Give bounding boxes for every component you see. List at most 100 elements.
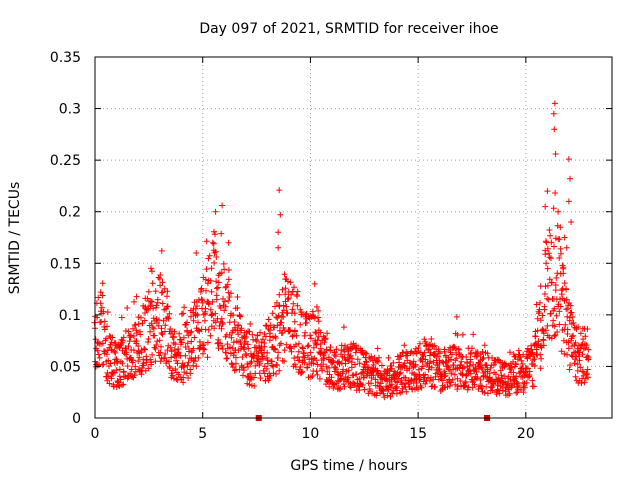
data-point — [347, 345, 353, 352]
data-point — [546, 254, 553, 261]
data-point — [408, 376, 415, 383]
data-point — [181, 304, 188, 311]
data-point — [275, 349, 282, 356]
data-point — [150, 315, 157, 322]
data-point — [233, 360, 239, 367]
data-point — [537, 317, 544, 324]
data-point — [248, 358, 255, 365]
data-point — [192, 305, 199, 312]
data-point — [439, 377, 446, 384]
data-point — [238, 327, 245, 334]
data-point — [201, 346, 208, 353]
data-point — [275, 244, 282, 251]
data-point — [149, 299, 155, 305]
data-point — [319, 367, 326, 374]
data-point — [219, 321, 226, 328]
data-point — [572, 373, 579, 380]
data-point — [543, 327, 549, 334]
data-point — [171, 328, 178, 335]
data-point — [558, 287, 565, 294]
data-point — [195, 354, 202, 361]
y-axis-label: SRMTID / TECUs — [7, 182, 23, 295]
data-point — [492, 371, 499, 378]
data-point — [275, 312, 282, 319]
data-point — [251, 383, 258, 389]
data-point — [247, 321, 254, 327]
data-point — [577, 364, 584, 371]
data-point — [149, 268, 155, 275]
data-point — [150, 325, 157, 332]
data-point — [221, 307, 228, 314]
data-point — [291, 327, 298, 334]
data-point — [128, 332, 134, 339]
data-point — [584, 366, 591, 373]
data-point — [257, 329, 264, 336]
data-point — [158, 247, 165, 254]
data-point — [133, 330, 140, 336]
data-point — [418, 384, 425, 391]
data-point — [142, 346, 148, 353]
data-point — [578, 342, 585, 349]
data-point — [203, 287, 209, 294]
data-point — [467, 358, 474, 365]
data-point — [551, 126, 558, 133]
data-point — [213, 254, 220, 260]
data-point — [297, 321, 304, 328]
data-point — [401, 360, 408, 367]
data-point — [130, 333, 137, 339]
data-point — [137, 328, 143, 335]
data-point — [340, 324, 347, 331]
data-point — [157, 272, 164, 278]
data-point — [417, 376, 424, 383]
data-point — [198, 296, 205, 303]
data-point — [317, 329, 324, 336]
data-point — [423, 340, 430, 347]
chart-title: Day 097 of 2021, SRMTID for receiver iho… — [199, 21, 498, 37]
data-point — [247, 360, 254, 367]
data-point — [255, 350, 262, 357]
data-point — [203, 238, 210, 245]
data-point — [228, 334, 235, 341]
data-point — [188, 338, 195, 345]
data-point — [207, 277, 214, 284]
data-point — [125, 328, 132, 335]
data-point — [454, 332, 461, 339]
data-point — [157, 358, 164, 365]
data-point — [120, 381, 127, 388]
data-point — [347, 384, 354, 391]
data-point — [564, 305, 571, 312]
data-point — [333, 380, 340, 387]
data-point — [213, 278, 220, 285]
data-point — [283, 341, 290, 348]
data-point — [352, 361, 358, 368]
data-point — [143, 353, 150, 360]
data-point — [446, 382, 453, 389]
data-point — [280, 307, 287, 314]
data-point — [478, 364, 485, 371]
data-point — [304, 343, 311, 350]
data-point — [427, 377, 433, 384]
data-point — [94, 362, 101, 369]
data-point — [125, 343, 132, 350]
data-point — [152, 345, 159, 352]
data-point — [451, 343, 458, 350]
data-point — [270, 324, 277, 331]
data-point — [200, 311, 207, 318]
data-point — [107, 360, 114, 367]
data-point — [422, 356, 429, 363]
data-point — [307, 349, 314, 356]
data-point — [277, 340, 284, 347]
data-point — [194, 303, 200, 309]
data-point — [526, 368, 533, 375]
data-points — [91, 100, 592, 401]
data-point — [94, 347, 101, 354]
data-point — [126, 338, 133, 345]
data-point — [211, 325, 218, 332]
data-point — [551, 333, 558, 339]
data-point — [166, 310, 173, 317]
data-point — [141, 345, 148, 352]
data-point — [412, 363, 419, 370]
data-point — [106, 380, 113, 387]
data-point — [237, 339, 244, 346]
x-tick-label: 20 — [517, 426, 535, 442]
